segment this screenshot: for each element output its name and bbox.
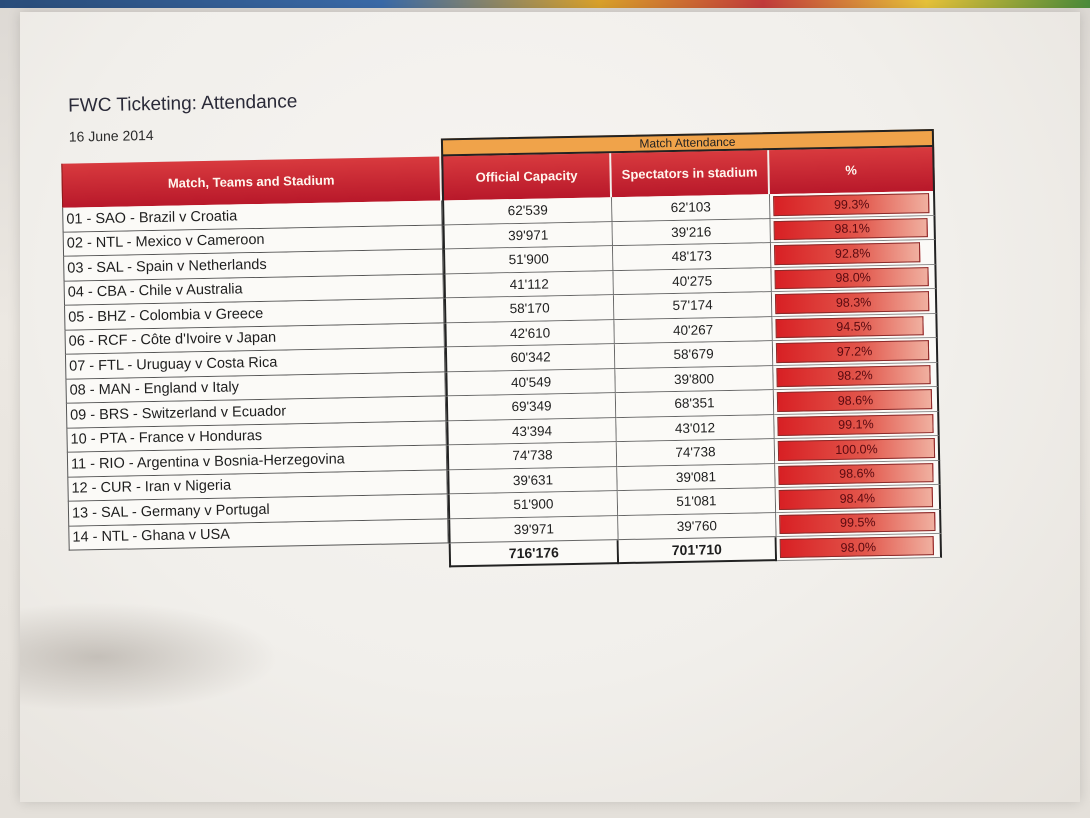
shadow	[20, 602, 280, 712]
percent-value: 99.1%	[838, 417, 874, 433]
column-header-match: Match, Teams and Stadium	[61, 156, 443, 208]
capacity-cell: 39'971	[448, 515, 619, 544]
percent-value: 98.4%	[839, 490, 876, 506]
capacity-cell: 58'170	[443, 295, 615, 323]
percent-value: 98.0%	[835, 270, 871, 286]
spectators-cell: 48'173	[612, 243, 772, 271]
capacity-cell: 74'738	[446, 442, 618, 470]
total-capacity: 716'176	[448, 540, 620, 568]
percent-cell: 92.8%	[770, 239, 937, 268]
spectators-cell: 39'800	[615, 365, 774, 394]
percent-value: 98.1%	[834, 221, 871, 237]
percent-cell: 98.0%	[771, 264, 937, 293]
percent-cell: 98.4%	[775, 484, 942, 513]
spectators-cell: 62'103	[612, 194, 771, 222]
spectators-cell: 74'738	[616, 439, 776, 467]
percent-value: 99.3%	[833, 197, 870, 212]
percent-value: 94.5%	[836, 319, 872, 335]
attendance-table: Match Attendance Match, Teams and Stadiu…	[61, 129, 943, 575]
percent-value: 98.6%	[837, 392, 874, 408]
column-header-spectators: Spectators in stadium	[611, 150, 771, 198]
capacity-cell: 39'631	[447, 466, 618, 495]
percent-value: 98.6%	[839, 466, 875, 482]
spectators-cell: 51'081	[617, 488, 777, 516]
percent-cell: 98.0%	[776, 533, 943, 562]
percent-value: 99.5%	[839, 515, 876, 531]
percent-cell: 98.1%	[770, 215, 936, 244]
capacity-cell: 43'394	[446, 417, 617, 446]
capacity-cell: 51'900	[447, 491, 619, 519]
spectators-cell: 39'216	[612, 218, 771, 247]
spectators-cell: 39'760	[618, 512, 777, 541]
percent-cell: 100.0%	[774, 435, 941, 464]
percent-cell: 98.2%	[773, 362, 939, 391]
percent-cell: 98.3%	[771, 288, 938, 317]
capacity-cell: 51'900	[443, 246, 614, 274]
document-title: FWC Ticketing: Attendance	[67, 91, 298, 117]
capacity-cell: 69'349	[445, 393, 617, 421]
percent-value: 97.2%	[836, 343, 873, 359]
column-header-percent: %	[769, 146, 935, 195]
capacity-cell: 40'549	[445, 368, 616, 397]
spectators-cell: 57'174	[613, 292, 773, 320]
capacity-cell: 60'342	[444, 344, 616, 372]
column-header-capacity: Official Capacity	[441, 153, 613, 201]
capacity-cell: 39'971	[442, 221, 613, 250]
capacity-cell: 62'539	[442, 197, 613, 225]
percent-cell: 98.6%	[773, 386, 940, 415]
spectators-cell: 68'351	[615, 390, 775, 418]
percent-value: 100.0%	[835, 441, 878, 457]
spectators-cell: 39'081	[617, 463, 776, 492]
percent-value: 98.0%	[840, 539, 877, 555]
percent-cell: 97.2%	[772, 337, 939, 366]
background-strip	[0, 0, 1090, 8]
percent-cell: 94.5%	[772, 313, 938, 342]
spectators-cell: 58'679	[614, 341, 774, 369]
percent-cell: 99.1%	[774, 411, 940, 440]
document-date: 16 June 2014	[68, 126, 154, 145]
percent-cell: 99.3%	[770, 190, 936, 219]
spectators-cell: 40'275	[613, 267, 772, 296]
capacity-cell: 41'112	[443, 270, 614, 299]
capacity-cell: 42'610	[444, 319, 615, 348]
percent-value: 98.3%	[835, 294, 872, 310]
percent-cell: 99.5%	[776, 509, 942, 538]
percent-value: 98.2%	[837, 368, 873, 384]
percent-value: 92.8%	[834, 245, 871, 261]
total-spectators: 701'710	[618, 537, 778, 565]
percent-cell: 98.6%	[775, 460, 941, 489]
spectators-cell: 40'267	[614, 316, 773, 345]
spectators-cell: 43'012	[616, 414, 775, 443]
